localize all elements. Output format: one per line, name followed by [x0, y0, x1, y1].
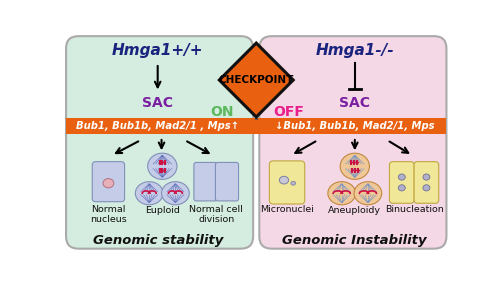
Text: ON: ON [210, 105, 234, 119]
FancyBboxPatch shape [216, 162, 238, 201]
FancyBboxPatch shape [194, 162, 217, 201]
FancyBboxPatch shape [66, 36, 253, 249]
Text: Bub1, Bub1b, Mad2/1 , Mps↑: Bub1, Bub1b, Mad2/1 , Mps↑ [76, 121, 239, 131]
Ellipse shape [398, 174, 405, 180]
Text: CHECKPOINT: CHECKPOINT [218, 75, 294, 85]
Ellipse shape [340, 153, 370, 179]
Text: Genomic stability: Genomic stability [92, 234, 223, 247]
Ellipse shape [423, 174, 430, 180]
Ellipse shape [136, 182, 163, 205]
FancyBboxPatch shape [414, 162, 438, 203]
FancyBboxPatch shape [270, 161, 305, 204]
Text: Normal
nucleus: Normal nucleus [90, 205, 127, 224]
Ellipse shape [423, 185, 430, 191]
Bar [66, 118, 446, 134]
Polygon shape [220, 43, 293, 117]
Ellipse shape [354, 182, 382, 205]
Ellipse shape [328, 182, 355, 205]
Text: Micronuclei: Micronuclei [260, 205, 314, 214]
Ellipse shape [398, 185, 405, 191]
Ellipse shape [103, 179, 114, 188]
FancyBboxPatch shape [390, 162, 414, 203]
Text: ↓Bub1, Bub1b, Mad2/1, Mps: ↓Bub1, Bub1b, Mad2/1, Mps [275, 121, 434, 131]
Ellipse shape [291, 181, 296, 185]
Text: Hmga1+/+: Hmga1+/+ [112, 43, 204, 58]
Text: Normal cell
division: Normal cell division [190, 205, 243, 224]
FancyBboxPatch shape [260, 36, 446, 249]
Text: Genomic Instability: Genomic Instability [282, 234, 427, 247]
Text: Binucleation: Binucleation [384, 205, 444, 214]
Text: Aneuploidy: Aneuploidy [328, 206, 382, 215]
FancyBboxPatch shape [92, 162, 124, 202]
Text: Hmga1-/-: Hmga1-/- [316, 43, 394, 58]
Ellipse shape [148, 153, 177, 179]
Ellipse shape [162, 182, 190, 205]
Text: SAC: SAC [142, 96, 173, 110]
Text: Euploid: Euploid [145, 206, 180, 215]
Text: SAC: SAC [340, 96, 370, 110]
Text: OFF: OFF [273, 105, 304, 119]
Ellipse shape [280, 176, 288, 184]
